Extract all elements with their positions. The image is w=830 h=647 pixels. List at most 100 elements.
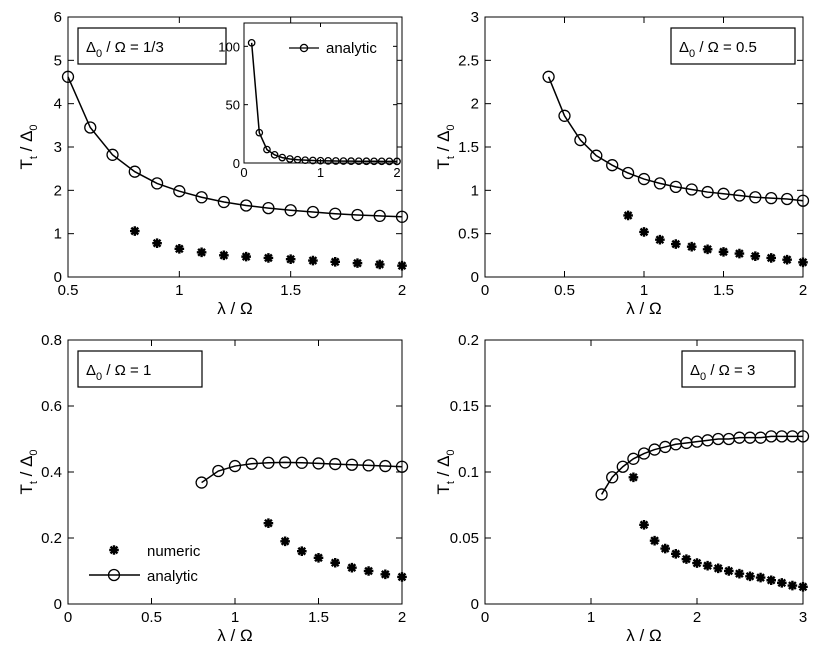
- y-label-T: T: [17, 159, 36, 169]
- data-point: [595, 488, 608, 501]
- data-point: [655, 234, 665, 245]
- data-point: [329, 207, 342, 220]
- y-tick-label: 5: [54, 52, 62, 69]
- label-delta: Δ: [690, 362, 700, 379]
- legend: numeric analytic: [78, 529, 228, 595]
- y-tick-label: 0.2: [458, 332, 479, 349]
- data-point: [395, 460, 409, 473]
- legend-marker-analytic: [107, 568, 121, 582]
- data-point: [374, 259, 385, 270]
- data-point: [330, 557, 340, 568]
- x-tick-label: 1: [587, 609, 595, 626]
- y-tick-label: 0.1: [458, 464, 479, 481]
- data-point: [84, 121, 97, 134]
- data-point: [780, 192, 794, 206]
- data-point: [152, 238, 162, 248]
- y-tick-label: 0.15: [450, 398, 479, 415]
- x-tick-label: 1: [317, 165, 324, 180]
- data-point: [685, 183, 698, 196]
- data-point: [606, 159, 619, 172]
- y-tick-label: 1.5: [458, 139, 479, 156]
- data-point: [627, 452, 640, 465]
- y-tick-label: 0: [54, 596, 62, 613]
- legend-marker: [299, 43, 309, 53]
- data-point: [397, 260, 407, 271]
- data-point: [278, 456, 292, 469]
- data-point: [219, 250, 229, 261]
- y-tick-label: 0.2: [41, 530, 62, 547]
- x-tick-label: 0.5: [554, 282, 575, 299]
- y-tick-label: 3: [471, 9, 479, 26]
- data-point: [393, 157, 401, 166]
- y-tick-label: 2: [54, 182, 62, 199]
- y-tick-label: 1: [54, 226, 62, 243]
- data-point: [174, 244, 185, 254]
- data-point: [362, 459, 375, 472]
- data-point: [637, 172, 651, 186]
- data-point: [606, 471, 619, 484]
- y-label-mid: / Δ: [17, 131, 36, 157]
- y-tick-label: 50: [226, 98, 240, 113]
- data-point: [745, 571, 755, 582]
- y-label-T: T: [17, 484, 36, 494]
- data-point: [297, 546, 307, 556]
- data-point: [228, 459, 242, 473]
- data-point: [713, 563, 723, 574]
- data-point: [616, 460, 629, 473]
- series-analytic: [61, 70, 409, 223]
- data-point: [750, 251, 761, 261]
- data-point: [255, 128, 264, 137]
- data-point: [128, 165, 141, 178]
- series-numeric: [263, 518, 407, 582]
- data-point: [263, 253, 274, 263]
- x-tick-label: 0: [64, 609, 72, 626]
- data-point: [542, 70, 555, 83]
- x-tick-label: 1: [175, 282, 183, 299]
- data-point: [733, 189, 746, 202]
- x-tick-label: 3: [799, 609, 807, 626]
- label-delta: Δ: [86, 362, 96, 379]
- label-sub: 0: [96, 48, 102, 60]
- data-point: [798, 582, 808, 592]
- data-point: [331, 157, 340, 165]
- x-tick-label: 2: [393, 165, 400, 180]
- parameter-label-box: Δ0 / Ω = 0.5: [670, 27, 796, 65]
- series-numeric: [628, 472, 808, 592]
- x-tick-label: 2: [799, 282, 807, 299]
- data-point: [558, 109, 571, 122]
- data-point: [623, 210, 633, 221]
- label-delta: Δ: [679, 39, 689, 56]
- y-tick-label: 0: [471, 269, 479, 286]
- x-tick-label: 0.5: [58, 282, 79, 299]
- y-tick-label: 0.05: [450, 530, 479, 547]
- data-point: [370, 157, 378, 166]
- y-tick-label: 0: [54, 269, 62, 286]
- parameter-label: Δ0 / Ω = 1: [86, 362, 151, 383]
- data-point: [316, 156, 325, 165]
- y-label-sub-0: 0: [28, 124, 40, 130]
- series-numeric: [623, 210, 808, 268]
- legend-bg: [78, 529, 228, 595]
- data-point: [379, 459, 392, 473]
- legend-marker-numeric: [109, 545, 119, 555]
- y-tick-label: 2.5: [458, 52, 479, 69]
- parameter-label: Δ0 / Ω = 0.5: [679, 39, 757, 60]
- label-rest: / Ω = 0.5: [695, 39, 757, 56]
- data-point: [671, 549, 681, 559]
- series-line: [201, 461, 403, 484]
- x-tick-label: 0: [481, 609, 489, 626]
- y-axis-label: Tt / Δ0: [434, 449, 457, 494]
- data-point: [686, 241, 697, 252]
- x-tick-label: 0.5: [141, 609, 162, 626]
- data-point: [718, 247, 729, 257]
- series-analytic: [542, 70, 810, 207]
- y-label-mid: / Δ: [17, 456, 36, 482]
- y-tick-label: 0.4: [41, 464, 62, 481]
- data-point: [339, 157, 348, 165]
- data-point: [345, 458, 359, 471]
- data-point: [247, 38, 256, 47]
- data-point: [196, 247, 207, 258]
